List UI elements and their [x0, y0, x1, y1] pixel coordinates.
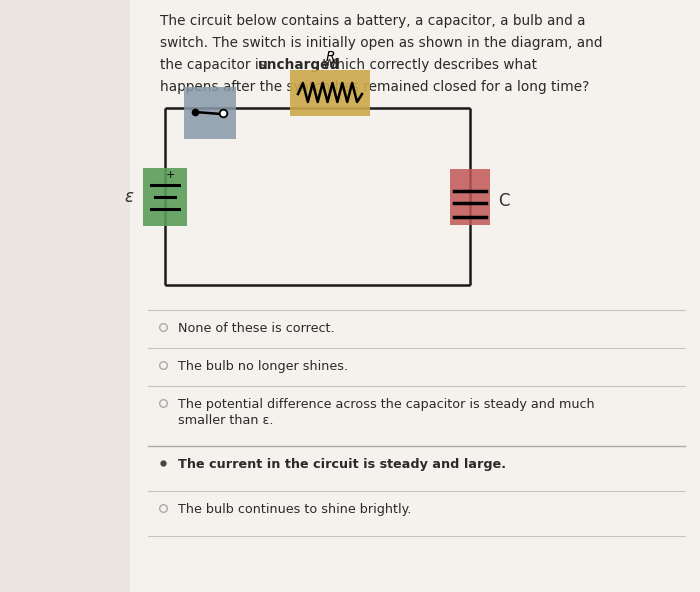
Text: switch. The switch is initially open as shown in the diagram, and: switch. The switch is initially open as … [160, 36, 603, 50]
Text: happens after the switch has remained closed for a long time?: happens after the switch has remained cl… [160, 80, 589, 94]
Text: None of these is correct.: None of these is correct. [178, 322, 335, 335]
Bar [143, 168, 187, 226]
Text: The potential difference across the capacitor is steady and much: The potential difference across the capa… [178, 398, 594, 411]
Text: R: R [326, 50, 335, 64]
Text: The current in the circuit is steady and large.: The current in the circuit is steady and… [178, 458, 506, 471]
Bar [450, 169, 490, 224]
Text: the capacitor is: the capacitor is [160, 58, 270, 72]
Text: . Which correctly describes what: . Which correctly describes what [314, 58, 538, 72]
Bar [184, 87, 236, 139]
Text: The bulb no longer shines.: The bulb no longer shines. [178, 360, 348, 373]
Text: The bulb continues to shine brightly.: The bulb continues to shine brightly. [178, 503, 412, 516]
Text: C: C [498, 192, 510, 211]
Text: The circuit below contains a battery, a capacitor, a bulb and a: The circuit below contains a battery, a … [160, 14, 585, 28]
Text: +: + [165, 169, 175, 179]
Bar [290, 70, 370, 116]
Text: ε: ε [125, 188, 134, 205]
Text: uncharged: uncharged [258, 58, 340, 72]
Text: smaller than ε.: smaller than ε. [178, 414, 274, 427]
Bar [130, 0, 700, 592]
